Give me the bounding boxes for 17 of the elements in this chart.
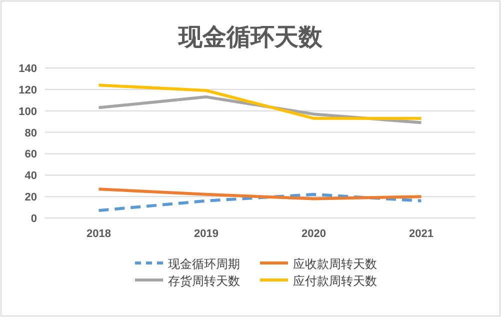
- x-tick-label: 2018: [86, 228, 111, 240]
- y-tick-label: 40: [24, 170, 37, 182]
- legend-label: 现金循环周期: [168, 257, 240, 271]
- y-tick-label: 140: [18, 63, 37, 75]
- legend-label: 应付款周转天数: [293, 274, 377, 288]
- y-tick-label: 20: [24, 192, 37, 204]
- x-tick-label: 2019: [194, 228, 218, 240]
- y-tick-label: 100: [18, 106, 37, 118]
- y-tick-label: 60: [24, 148, 37, 161]
- x-tick-label: 2021: [409, 228, 434, 240]
- legend-label: 存货周转天数: [168, 274, 240, 288]
- y-tick-label: 0: [30, 213, 37, 225]
- x-tick-label: 2020: [302, 228, 326, 240]
- y-tick-label: 120: [18, 84, 37, 96]
- chart-title: 现金循环天数: [178, 24, 324, 51]
- y-tick-label: 80: [24, 127, 37, 140]
- legend-label: 应收款周转天数: [293, 257, 377, 271]
